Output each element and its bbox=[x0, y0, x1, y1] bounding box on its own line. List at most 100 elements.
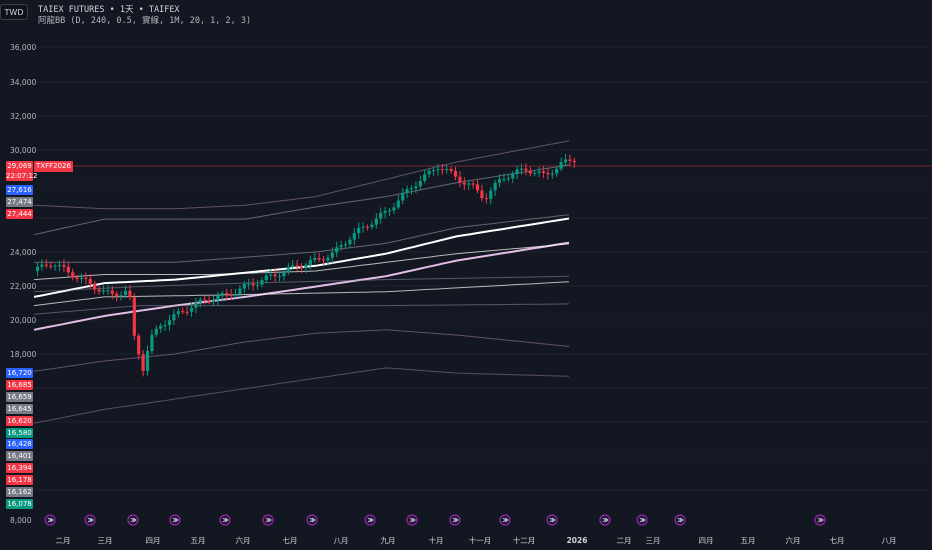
candle-body bbox=[286, 267, 290, 273]
candle-body bbox=[282, 272, 286, 277]
candle-body bbox=[295, 265, 299, 267]
x-tick-label: 十二月 bbox=[513, 535, 536, 545]
band-line bbox=[33, 281, 570, 307]
candle-body bbox=[559, 162, 563, 169]
candle-body bbox=[97, 289, 101, 292]
band-line bbox=[33, 367, 570, 424]
candle-body bbox=[330, 252, 334, 258]
candle-body bbox=[172, 314, 176, 321]
candle-body bbox=[480, 190, 484, 199]
y-tick-label: 24,000 bbox=[10, 248, 36, 257]
candle-body bbox=[75, 277, 79, 280]
event-marker[interactable] bbox=[546, 514, 558, 526]
candle-body bbox=[79, 277, 84, 280]
event-marker[interactable] bbox=[449, 514, 461, 526]
event-marker[interactable] bbox=[636, 514, 648, 526]
y-tick-label: 36,000 bbox=[10, 43, 36, 52]
price-tag: 16,162 bbox=[6, 487, 33, 497]
event-marker[interactable] bbox=[364, 514, 376, 526]
event-markers[interactable] bbox=[44, 514, 826, 526]
x-tick-label: 八月 bbox=[882, 536, 897, 545]
candle-body bbox=[467, 183, 471, 185]
event-marker[interactable] bbox=[84, 514, 96, 526]
candle-body bbox=[273, 274, 277, 277]
candle-body bbox=[449, 169, 453, 171]
y-tick-label: 30,000 bbox=[10, 146, 36, 155]
candle-body bbox=[321, 259, 326, 261]
price-tag: 16,178 bbox=[6, 475, 33, 486]
symbol-price-tag: TXFF2026 bbox=[34, 161, 73, 172]
candle-body bbox=[418, 181, 422, 187]
candle-body bbox=[159, 325, 163, 329]
price-tag: 16,428 bbox=[6, 439, 33, 450]
candle-body bbox=[541, 171, 546, 173]
candle-body bbox=[154, 328, 158, 335]
event-marker[interactable] bbox=[406, 514, 418, 526]
indicator-info[interactable]: 阿龍BB (D, 240, 0.5, 實線, 1M, 20, 1, 2, 3) bbox=[38, 16, 252, 26]
candle-body bbox=[396, 200, 400, 208]
event-marker[interactable] bbox=[306, 514, 318, 526]
candle-body bbox=[145, 350, 150, 371]
candle-body bbox=[119, 295, 123, 297]
price-tag: 16,685 bbox=[6, 379, 33, 390]
candle-body bbox=[423, 174, 427, 182]
candle-body bbox=[260, 280, 264, 285]
candle-body bbox=[563, 159, 568, 163]
candle-body bbox=[348, 239, 352, 245]
band-line bbox=[33, 164, 570, 236]
y-tick-label: 34,000 bbox=[10, 78, 36, 87]
candle-body bbox=[515, 169, 519, 174]
event-marker[interactable] bbox=[499, 514, 511, 526]
candle-body bbox=[35, 266, 40, 271]
event-marker[interactable] bbox=[169, 514, 181, 526]
candle-body bbox=[317, 257, 321, 260]
candle-body bbox=[392, 207, 396, 211]
band-line bbox=[33, 275, 570, 293]
event-marker[interactable] bbox=[814, 514, 826, 526]
x-tick-label: 四月 bbox=[699, 536, 714, 545]
event-marker[interactable] bbox=[262, 514, 274, 526]
candle-body bbox=[365, 226, 370, 228]
candle-body bbox=[203, 299, 207, 301]
candle-body bbox=[242, 283, 246, 289]
candle-body bbox=[181, 311, 185, 313]
candle-body bbox=[150, 334, 154, 351]
currency-button[interactable]: TWD bbox=[0, 4, 28, 20]
candle-body bbox=[62, 264, 66, 267]
band-line bbox=[33, 243, 570, 281]
time-axis[interactable]: 二月 三月 四月 五月 六月 七月 八月 九月 十月 十一月 十二月 2026 二月 三月 四月 五月 六月 七月… bbox=[56, 535, 897, 545]
candle-body bbox=[207, 300, 211, 302]
event-marker[interactable] bbox=[599, 514, 611, 526]
candle-body bbox=[572, 160, 576, 163]
candle-body bbox=[251, 283, 255, 286]
price-axis[interactable]: 36,000 34,000 32,000 30,000 24,000 22,000 20,0… bbox=[10, 43, 36, 525]
candle-body bbox=[299, 266, 304, 268]
event-marker[interactable] bbox=[127, 514, 139, 526]
candle-body bbox=[225, 293, 229, 295]
candle-body bbox=[546, 172, 550, 175]
x-tick-label: 三月 bbox=[646, 536, 661, 545]
candle-body bbox=[343, 244, 348, 246]
candle-body bbox=[339, 245, 343, 248]
candle-body bbox=[71, 272, 75, 278]
x-tick-label: 七月 bbox=[283, 536, 298, 545]
x-tick-label: 十月 bbox=[429, 535, 444, 545]
candle-body bbox=[128, 290, 132, 298]
event-marker[interactable] bbox=[219, 514, 231, 526]
candle-body bbox=[497, 179, 502, 183]
band-line bbox=[34, 214, 570, 263]
price-tag: 27,474 bbox=[6, 197, 33, 207]
candle-body bbox=[436, 169, 440, 171]
candle-body bbox=[387, 210, 392, 212]
candle-body bbox=[352, 233, 356, 240]
candle-body bbox=[185, 311, 189, 313]
candle-body bbox=[555, 168, 559, 174]
event-marker[interactable] bbox=[674, 514, 686, 526]
chart-legend: TAIEX FUTURES • 1天 • TAIFEX 阿龍BB (D, 240… bbox=[38, 5, 251, 27]
candle-body bbox=[489, 190, 493, 199]
event-marker[interactable] bbox=[44, 514, 56, 526]
symbol-info[interactable]: TAIEX FUTURES • 1天 • TAIFEX bbox=[38, 5, 180, 15]
candle-body bbox=[374, 218, 378, 225]
candle-body bbox=[528, 170, 532, 174]
